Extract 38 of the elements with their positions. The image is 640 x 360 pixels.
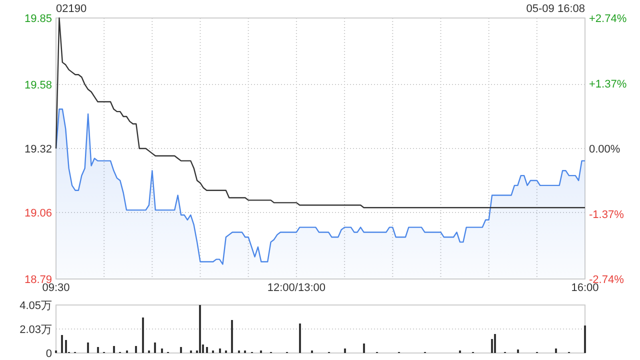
- bar: [61, 335, 63, 353]
- bar: [344, 348, 346, 353]
- y-tick-label: 4.05万: [20, 300, 52, 312]
- x-tick-label: 16:00: [571, 282, 599, 294]
- y-tick-label: 2.03万: [20, 324, 52, 336]
- y2-tick-label: +1.37%: [589, 78, 627, 90]
- chart-title: 02190: [56, 3, 87, 15]
- y-tick-label: 19.06: [24, 208, 52, 220]
- y-tick-label: 19.32: [24, 144, 52, 156]
- bar: [231, 320, 233, 353]
- x-tick-label: 12:00/13:00: [267, 282, 326, 294]
- bar: [161, 348, 163, 353]
- bar: [584, 326, 586, 353]
- bar: [113, 346, 115, 353]
- bar: [363, 344, 365, 353]
- bar: [555, 348, 557, 353]
- bar: [494, 334, 496, 353]
- bar: [142, 317, 144, 353]
- bar: [97, 347, 99, 353]
- bar: [517, 349, 519, 353]
- x-tick-label: 09:30: [42, 282, 70, 294]
- bar: [299, 323, 301, 353]
- bar: [180, 347, 182, 353]
- y2-tick-label: 0.00%: [589, 144, 620, 156]
- y-tick-label: 19.85: [24, 13, 52, 25]
- text: 05-09 16:08: [526, 3, 585, 15]
- line-series: [55, 17, 586, 208]
- bar: [154, 342, 156, 353]
- bar: [206, 347, 208, 353]
- y2-tick-label: +2.74%: [589, 13, 627, 25]
- y2-tick-label: -1.37%: [589, 208, 624, 221]
- bar: [219, 348, 221, 353]
- y-tick-label: 0: [46, 348, 52, 360]
- bar: [199, 305, 201, 353]
- y-tick-label: 19.58: [24, 79, 52, 92]
- bar: [65, 340, 67, 353]
- bar: [87, 342, 89, 353]
- bar: [135, 346, 137, 353]
